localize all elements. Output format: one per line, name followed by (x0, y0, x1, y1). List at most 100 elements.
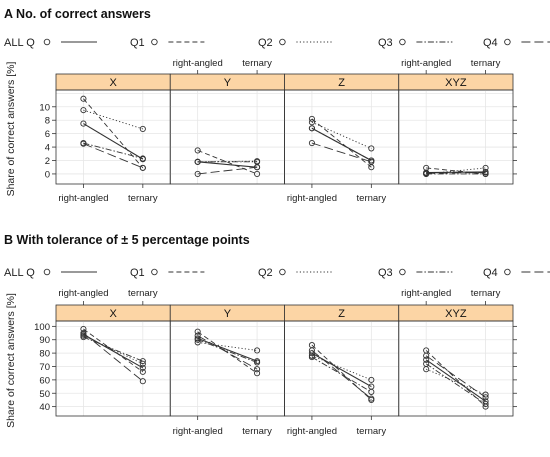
data-point (254, 347, 261, 354)
legend-label: Q4 (483, 267, 498, 279)
x-tick-label: ternary (357, 426, 387, 437)
panel-frame (398, 320, 514, 417)
series-line-q3 (83, 336, 143, 362)
chart-block-a: A No. of correct answers ALL Q Q1 Q2 Q3 Q4 Sha… (4, 7, 550, 204)
x-tick-label: right-angled (287, 193, 337, 204)
series-line-q2 (311, 121, 372, 149)
series-line-q1 (311, 344, 372, 401)
panel-frame (55, 320, 171, 417)
y-axis-label: Share of correct answers [%] (5, 293, 17, 428)
series-line-q4 (197, 335, 258, 370)
chart-title: A No. of correct answers (4, 7, 151, 21)
data-point (482, 169, 489, 176)
y-tick-label: 2 (45, 156, 50, 167)
y-tick-label: 4 (45, 143, 50, 154)
data-point (139, 378, 146, 385)
panel-strip-label: XYZ (445, 77, 467, 89)
legend-marker-circle (399, 38, 406, 46)
x-tick-label: right-angled (58, 193, 108, 204)
data-point (80, 334, 87, 341)
y-tick-label: 70 (39, 362, 50, 373)
y-tick-label: 0 (45, 169, 50, 180)
data-point (254, 366, 261, 373)
data-point (254, 170, 261, 177)
panel-frame (169, 320, 285, 417)
data-point (254, 164, 261, 171)
data-point (139, 360, 146, 367)
x-tick-label-top: right-angled (401, 288, 451, 299)
data-point (308, 125, 315, 132)
data-point (368, 158, 375, 165)
data-point (254, 359, 261, 366)
legend-label: Q3 (378, 267, 393, 279)
series-line-allq (197, 337, 258, 362)
x-tick-label-top: ternary (471, 288, 501, 299)
legend-label: Q2 (258, 37, 273, 49)
panel-frame (169, 89, 285, 185)
series-line-allq (83, 123, 144, 160)
x-tick-label: ternary (128, 193, 158, 204)
data-point (423, 360, 430, 367)
series-line-q4 (426, 172, 486, 174)
y-tick-label: 100 (34, 322, 50, 333)
data-point (194, 170, 201, 177)
data-point (139, 358, 146, 365)
panel-strip-label: X (109, 308, 117, 320)
panel-xyz: XYZ right-angled ternary (398, 58, 514, 185)
y-tick-label: 6 (45, 129, 50, 140)
y-tick-label: 90 (39, 335, 50, 346)
legend-marker-circle (504, 38, 511, 46)
legend-label: Q2 (258, 267, 273, 279)
series-line-allq (311, 127, 372, 161)
data-point (139, 125, 146, 132)
series-line-q2 (83, 109, 143, 130)
y-tick-label: 50 (39, 389, 50, 400)
data-point (423, 356, 430, 363)
series-line-allq (197, 161, 258, 168)
data-point (194, 336, 201, 343)
data-point (368, 376, 375, 383)
data-point (80, 140, 87, 147)
legend-label: Q1 (130, 37, 145, 49)
x-tick-label-top: right-angled (401, 58, 451, 69)
series-line-q1 (197, 150, 258, 175)
panel-xyz: XYZ right-angled ternary (398, 288, 514, 417)
x-tick-label: ternary (242, 426, 272, 437)
y-axis-label: Share of correct answers [%] (5, 62, 17, 197)
data-point (80, 325, 87, 333)
data-point (80, 120, 87, 127)
data-point (80, 329, 87, 337)
series-line-q1 (83, 328, 144, 373)
data-point (139, 368, 146, 375)
data-point (308, 347, 315, 354)
panel-frame (284, 89, 400, 185)
panel-strip-label: X (109, 77, 117, 89)
legend-marker-circle (43, 268, 51, 276)
data-point (423, 352, 430, 359)
data-point (139, 164, 146, 171)
series-line-q2 (83, 335, 144, 365)
legend-label: Q3 (378, 37, 393, 49)
series-line-q4 (83, 143, 143, 169)
x-tick-label: right-angled (173, 426, 223, 437)
panel-strip-label: XYZ (445, 308, 467, 320)
panel-frame (398, 89, 514, 185)
data-point (423, 170, 430, 177)
series-line-q3 (83, 142, 143, 159)
legend-marker-circle (399, 268, 406, 276)
data-point (368, 145, 375, 152)
series-line-q4 (311, 142, 372, 163)
chart-title: B With tolerance of ± 5 percentage point… (4, 233, 250, 247)
series-line-q3 (425, 363, 486, 405)
x-tick-label: right-angled (287, 426, 337, 437)
legend-label: ALL Q (4, 37, 35, 49)
legend-marker-circle (151, 268, 158, 276)
y-tick-label: 8 (45, 116, 50, 127)
series-line-allq (311, 352, 372, 388)
legend-marker-circle (279, 38, 286, 46)
